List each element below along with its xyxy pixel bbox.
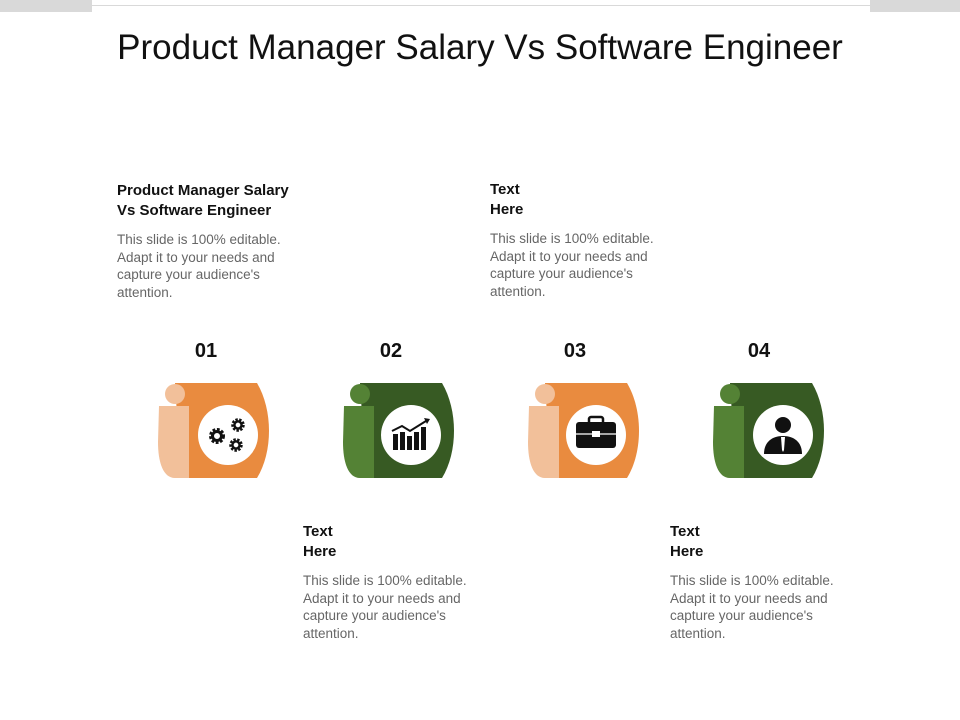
block-body: This slide is 100% editable. Adapt it to…	[670, 573, 834, 641]
step-number-2: 02	[379, 340, 403, 362]
page-title: Product Manager Salary Vs Software Engin…	[117, 28, 843, 67]
text-block-1: Product Manager Salary Vs Software Engine…	[117, 181, 307, 301]
top-divider	[92, 5, 870, 6]
block-title: Text Here	[670, 523, 704, 560]
top-bar-right	[870, 0, 960, 12]
block-body: This slide is 100% editable. Adapt it to…	[490, 231, 654, 299]
block-title: Text Here	[303, 523, 337, 560]
text-block-2: Text Here This slide is 100% editable. Ad…	[303, 522, 493, 642]
text-block-4: Text Here This slide is 100% editable. Ad…	[670, 522, 860, 642]
block-body: This slide is 100% editable. Adapt it to…	[117, 232, 281, 300]
scroll-shape-1	[158, 383, 269, 478]
block-title: Text Here	[490, 181, 524, 218]
block-body: This slide is 100% editable. Adapt it to…	[303, 573, 467, 641]
text-block-3: Text Here This slide is 100% editable. Ad…	[490, 180, 680, 300]
scroll-shape-3	[528, 383, 639, 478]
step-number-3: 03	[563, 340, 587, 362]
scroll-shape-2	[343, 383, 454, 478]
block-title: Product Manager Salary Vs Software Engine…	[117, 182, 289, 219]
top-bar-left	[0, 0, 92, 12]
briefcase-icon	[576, 415, 616, 448]
step-number-1: 01	[194, 340, 218, 362]
step-number-4: 04	[747, 340, 771, 362]
bar-chart-icon	[391, 418, 430, 450]
scroll-shape-4	[713, 383, 824, 478]
gears-icon	[209, 418, 245, 452]
user-icon	[764, 417, 802, 454]
